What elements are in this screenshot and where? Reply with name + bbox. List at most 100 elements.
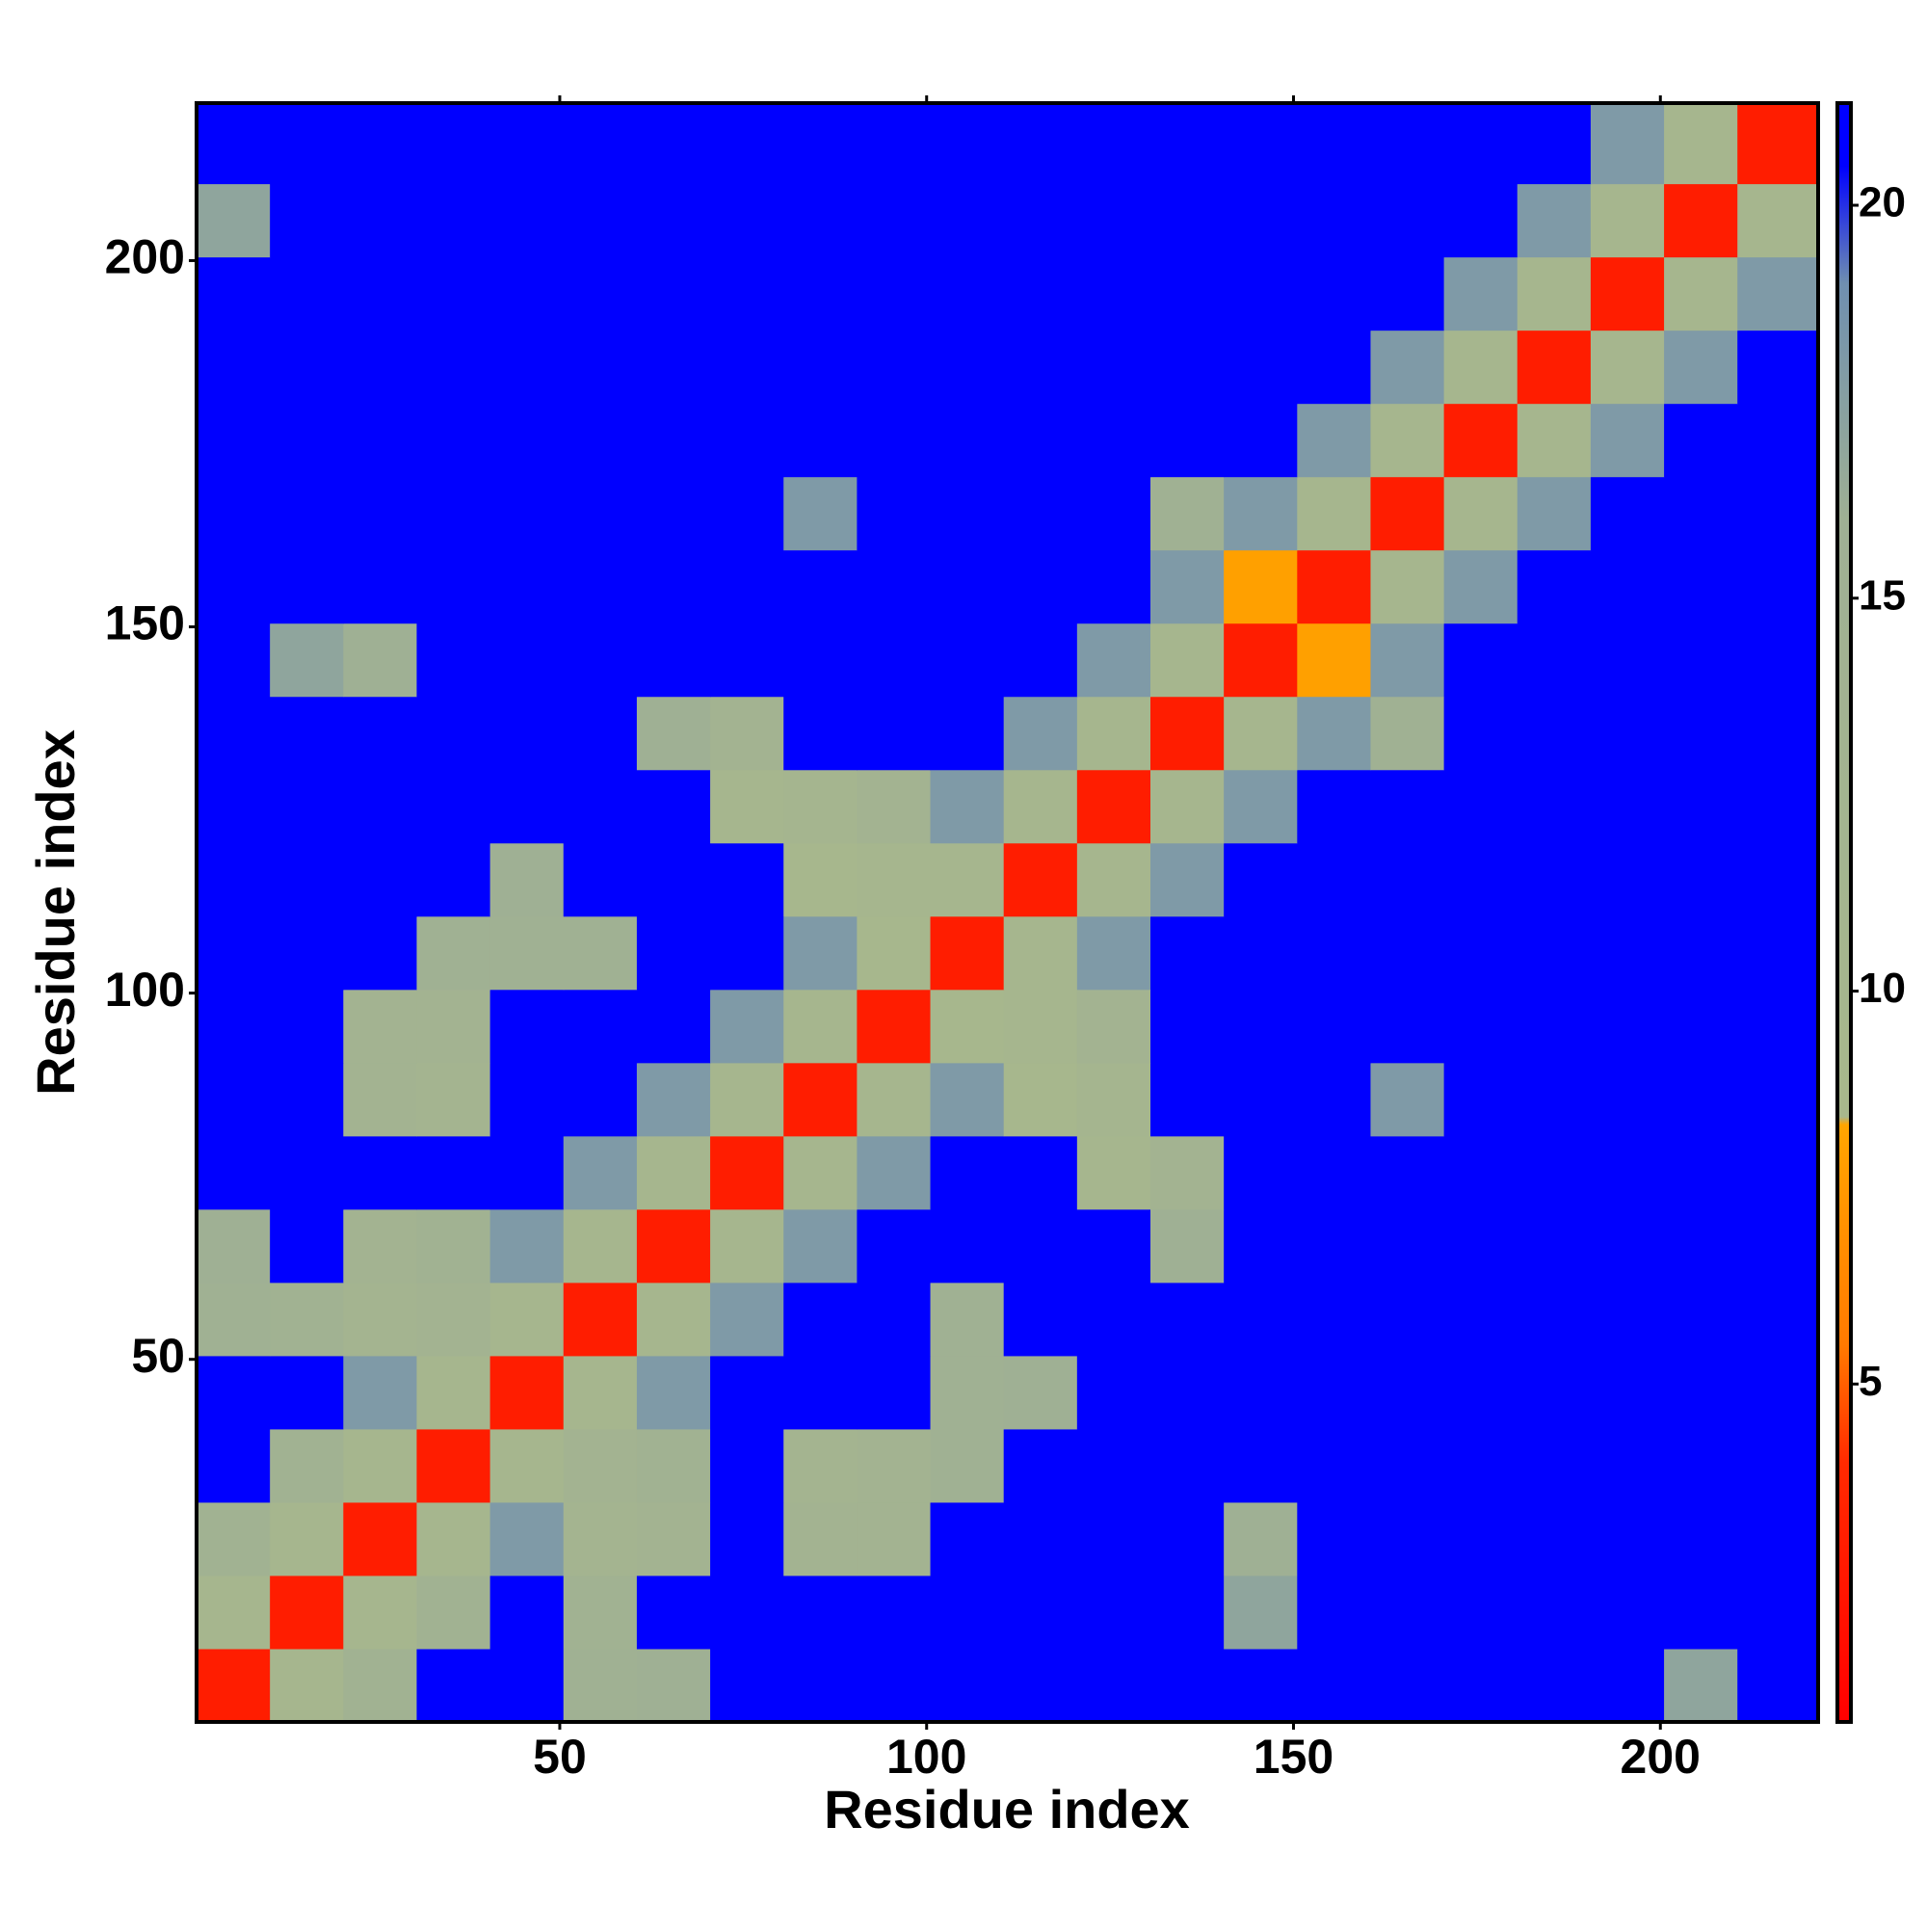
heatmap-cell	[1664, 1282, 1738, 1357]
heatmap-cell	[270, 1428, 344, 1503]
heatmap-cell	[343, 1282, 417, 1357]
heatmap-cell	[930, 915, 1005, 991]
heatmap-cell	[343, 842, 417, 917]
heatmap-cell	[1297, 103, 1371, 185]
heatmap-cell	[1590, 1135, 1665, 1210]
heatmap-cell	[197, 183, 271, 258]
heatmap-cell	[1224, 989, 1298, 1064]
heatmap-cell	[1297, 1062, 1371, 1137]
heatmap-cell	[563, 989, 638, 1064]
heatmap-cell	[270, 549, 344, 624]
heatmap-cell	[1150, 915, 1225, 991]
heatmap-cell	[1590, 476, 1665, 551]
heatmap-cell	[1003, 989, 1078, 1064]
heatmap-cell	[489, 989, 565, 1064]
heatmap-cell	[710, 549, 784, 624]
heatmap-cell	[710, 403, 784, 478]
heatmap-cell	[343, 403, 417, 478]
heatmap-cell	[1590, 1575, 1665, 1650]
heatmap-cell	[563, 1428, 638, 1503]
heatmap-cell	[270, 1575, 344, 1650]
heatmap-cell	[416, 549, 491, 624]
heatmap-cell	[710, 622, 784, 698]
heatmap-cell	[1297, 769, 1371, 844]
heatmap-cell	[1443, 1355, 1518, 1430]
heatmap-cell	[563, 1575, 638, 1650]
heatmap-cell	[1003, 403, 1078, 478]
heatmap-cell	[197, 1575, 271, 1650]
heatmap-cell	[1224, 1208, 1298, 1284]
heatmap-cell	[343, 549, 417, 624]
heatmap-cell	[857, 1208, 932, 1284]
heatmap-cell	[1737, 1135, 1819, 1210]
heatmap-cell	[857, 476, 932, 551]
heatmap-cell	[489, 1575, 565, 1650]
heatmap-cell	[1664, 989, 1738, 1064]
heatmap-cell	[197, 1282, 271, 1357]
heatmap-cell	[1370, 1501, 1445, 1576]
y-tick-label: 50	[131, 1329, 185, 1383]
heatmap-cell	[1297, 1428, 1371, 1503]
heatmap-cell	[270, 842, 344, 917]
heatmap-cell	[1076, 183, 1151, 258]
heatmap-cell	[1443, 476, 1518, 551]
heatmap-cell	[343, 769, 417, 844]
heatmap-cell	[1664, 1062, 1738, 1137]
heatmap-cell	[343, 1648, 417, 1723]
heatmap-cell	[636, 330, 711, 405]
heatmap-cell	[197, 915, 271, 991]
heatmap-cell	[636, 1575, 711, 1650]
heatmap-cell	[1297, 622, 1371, 698]
heatmap-cell	[1297, 183, 1371, 258]
heatmap-cell	[416, 183, 491, 258]
heatmap-cell	[710, 842, 784, 917]
heatmap-cell	[1590, 103, 1665, 185]
heatmap-cell	[930, 696, 1005, 771]
heatmap-cell	[1003, 256, 1078, 331]
heatmap-cell	[1076, 1282, 1151, 1357]
heatmap-cell	[1076, 696, 1151, 771]
heatmap-cell	[1224, 1575, 1298, 1650]
heatmap-cell	[489, 403, 565, 478]
heatmap-cell	[1370, 1575, 1445, 1650]
heatmap-cell	[857, 1575, 932, 1650]
heatmap-cell	[930, 1428, 1005, 1503]
heatmap-cell	[710, 256, 784, 331]
heatmap-cell	[1150, 842, 1225, 917]
heatmap-cell	[1664, 1355, 1738, 1430]
heatmap-cell	[857, 183, 932, 258]
heatmap-cell	[1224, 476, 1298, 551]
heatmap-cell	[1664, 1208, 1738, 1284]
heatmap-cell	[1737, 769, 1819, 844]
heatmap-cell	[783, 103, 858, 185]
heatmap-cell	[1737, 330, 1819, 405]
heatmap-cell	[270, 915, 344, 991]
heatmap-cell	[1224, 769, 1298, 844]
heatmap-cell	[270, 103, 344, 185]
heatmap-cell	[563, 915, 638, 991]
heatmap-cell	[1443, 1062, 1518, 1137]
heatmap-cell	[1224, 549, 1298, 624]
heatmap-cell	[1224, 622, 1298, 698]
heatmap-cell	[1370, 1282, 1445, 1357]
heatmap-cell	[1737, 1648, 1819, 1723]
heatmap-cell	[783, 549, 858, 624]
heatmap-cell	[930, 842, 1005, 917]
heatmap-cell	[197, 989, 271, 1064]
heatmap-cell	[930, 549, 1005, 624]
heatmap-cell	[930, 1062, 1005, 1137]
heatmap-cell	[1590, 330, 1665, 405]
heatmap-cell	[1370, 1428, 1445, 1503]
heatmap-cell	[563, 1208, 638, 1284]
heatmap-cell	[857, 1501, 932, 1576]
heatmap-cell	[1443, 1282, 1518, 1357]
heatmap-cell	[1150, 1648, 1225, 1723]
heatmap-cell	[563, 1648, 638, 1723]
heatmap-cell	[857, 769, 932, 844]
heatmap-cell	[857, 549, 932, 624]
heatmap-cell	[1517, 183, 1592, 258]
heatmap-cell	[270, 769, 344, 844]
heatmap-cell	[636, 696, 711, 771]
heatmap-cell	[1517, 549, 1592, 624]
heatmap-cell	[1003, 330, 1078, 405]
